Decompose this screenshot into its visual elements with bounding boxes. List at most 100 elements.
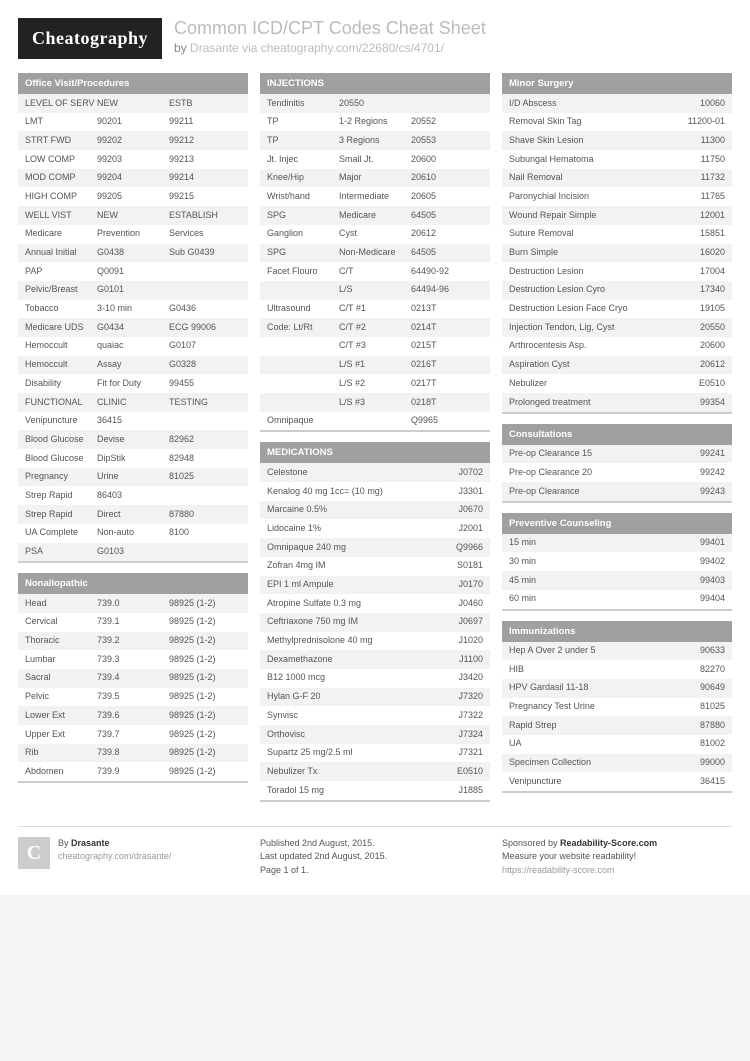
cell: G0438 bbox=[97, 247, 169, 259]
table-row: Supartz 25 mg/2.5 mlJ7321 bbox=[260, 744, 490, 763]
cell: Hep A Over 2 under 5 bbox=[509, 645, 658, 657]
cell: Toradol 15 mg bbox=[267, 785, 416, 797]
cell: quaiac bbox=[97, 340, 169, 352]
table-row: CelestoneJ0702 bbox=[260, 463, 490, 482]
table-row: PregnancyUrine81025 bbox=[18, 468, 248, 487]
cell: Specimen Collection bbox=[509, 757, 658, 769]
cell: J0697 bbox=[416, 616, 484, 628]
section-header: Immunizations bbox=[502, 621, 732, 642]
cell: J3301 bbox=[416, 486, 484, 498]
table-row: HemoccultAssayG0328 bbox=[18, 356, 248, 375]
table-row: L/S #30218T bbox=[260, 393, 490, 412]
author-link[interactable]: cheatography.com/drasante/ bbox=[58, 851, 171, 861]
cell: 99204 bbox=[97, 172, 169, 184]
cell: 99404 bbox=[658, 593, 726, 605]
cell: LMT bbox=[25, 116, 97, 128]
cell: 98925 (1-2) bbox=[169, 766, 241, 778]
page: Cheatography Common ICD/CPT Codes Cheat … bbox=[0, 0, 750, 895]
section-header: Nonallopathic bbox=[18, 573, 248, 594]
cell: Supartz 25 mg/2.5 ml bbox=[267, 747, 416, 759]
cell: Non-Medicare bbox=[339, 247, 411, 259]
cell: Removal Skin Tag bbox=[509, 116, 658, 128]
cell: Rib bbox=[25, 747, 97, 759]
footer-meta: Published 2nd August, 2015. Last updated… bbox=[260, 837, 490, 878]
cell: C/T #2 bbox=[339, 322, 411, 334]
table-row: Removal Skin Tag11200-01 bbox=[502, 113, 732, 132]
cell: 99403 bbox=[658, 575, 726, 587]
cell: Q0091 bbox=[97, 266, 169, 278]
cell: 739.0 bbox=[97, 598, 169, 610]
table-row: Hylan G-F 20J7320 bbox=[260, 688, 490, 707]
cell: Burn Simple bbox=[509, 247, 658, 259]
header: Cheatography Common ICD/CPT Codes Cheat … bbox=[18, 18, 732, 59]
table-row: NebulizerE0510 bbox=[502, 374, 732, 393]
table-row: Venipuncture36415 bbox=[502, 772, 732, 791]
cell: Shave Skin Lesion bbox=[509, 135, 658, 147]
sponsor-link[interactable]: https://readability-score.com bbox=[502, 865, 615, 875]
cell: Pre-op Clearance 15 bbox=[509, 448, 658, 460]
cell: J7321 bbox=[416, 747, 484, 759]
table-row: I/D Abscess10060 bbox=[502, 94, 732, 113]
cell: 99215 bbox=[169, 191, 241, 203]
cell: 17004 bbox=[658, 266, 726, 278]
cell: 99202 bbox=[97, 135, 169, 147]
table-row: 15 min99401 bbox=[502, 534, 732, 553]
cell: J2001 bbox=[416, 523, 484, 535]
avatar: C bbox=[18, 837, 50, 869]
cell: E0510 bbox=[658, 378, 726, 390]
columns: Office Visit/ProceduresLEVEL OF SERVNEWE… bbox=[18, 73, 732, 812]
cell: Pregnancy bbox=[25, 471, 97, 483]
cell: 36415 bbox=[97, 415, 169, 427]
cell: 64505 bbox=[411, 247, 483, 259]
cell: EPI 1 ml Ampule bbox=[267, 579, 416, 591]
cell: TP bbox=[267, 135, 339, 147]
cell: 11765 bbox=[658, 191, 726, 203]
cell: B12 1000 mcg bbox=[267, 672, 416, 684]
table-row: Head739.098925 (1-2) bbox=[18, 594, 248, 613]
cell: 98925 (1-2) bbox=[169, 710, 241, 722]
table-row: Venipuncture36415 bbox=[18, 412, 248, 431]
table-row: Paronychial Incision11765 bbox=[502, 187, 732, 206]
table-row: Lower Ext739.698925 (1-2) bbox=[18, 706, 248, 725]
cell: PSA bbox=[25, 546, 97, 558]
cell: Lumbar bbox=[25, 654, 97, 666]
table-row: Tendinitis20550 bbox=[260, 94, 490, 113]
cell: Subungal Hematoma bbox=[509, 154, 658, 166]
cell: Hemoccult bbox=[25, 340, 97, 352]
table-row: Annual InitialG0438Sub G0439 bbox=[18, 244, 248, 263]
cell: J0702 bbox=[416, 467, 484, 479]
table-row: Jt. InjecSmall Jt.20600 bbox=[260, 150, 490, 169]
table-row: 60 min99404 bbox=[502, 590, 732, 609]
cell: Q9966 bbox=[416, 542, 484, 554]
cell: G0107 bbox=[169, 340, 241, 352]
cell: Major bbox=[339, 172, 411, 184]
table-row: B12 1000 mcgJ3420 bbox=[260, 669, 490, 688]
table-row: Specimen Collection99000 bbox=[502, 754, 732, 773]
table-row: Rib739.898925 (1-2) bbox=[18, 744, 248, 763]
cell: 64505 bbox=[411, 210, 483, 222]
cell: 90201 bbox=[97, 116, 169, 128]
table-row: LOW COMP9920399213 bbox=[18, 150, 248, 169]
cell: 16020 bbox=[658, 247, 726, 259]
cell: Omnipaque 240 mg bbox=[267, 542, 416, 554]
cell: 98925 (1-2) bbox=[169, 729, 241, 741]
cell: WELL VIST bbox=[25, 210, 97, 222]
table-row: 30 min99402 bbox=[502, 552, 732, 571]
cell: Ganglion bbox=[267, 228, 339, 240]
cell: HIGH COMP bbox=[25, 191, 97, 203]
cell: 15 min bbox=[509, 537, 658, 549]
cell: Lidocaine 1% bbox=[267, 523, 416, 535]
table-row: LEVEL OF SERVNEWESTB bbox=[18, 94, 248, 113]
cell: Tobacco bbox=[25, 303, 97, 315]
cell: Hemoccult bbox=[25, 359, 97, 371]
cell: Cervical bbox=[25, 616, 97, 628]
section: INJECTIONSTendinitis20550TP1-2 Regions20… bbox=[260, 73, 490, 432]
table-row: STRT FWD9920299212 bbox=[18, 131, 248, 150]
section: NonallopathicHead739.098925 (1-2) Cervica… bbox=[18, 573, 248, 783]
cell: 98925 (1-2) bbox=[169, 654, 241, 666]
byline: by Drasante via cheatography.com/22680/c… bbox=[174, 41, 486, 55]
cell: LEVEL OF SERV bbox=[25, 98, 97, 110]
cell: 98925 (1-2) bbox=[169, 691, 241, 703]
footer-author: C By Drasante cheatography.com/drasante/ bbox=[18, 837, 248, 878]
table-row: Hep A Over 2 under 590633 bbox=[502, 642, 732, 661]
